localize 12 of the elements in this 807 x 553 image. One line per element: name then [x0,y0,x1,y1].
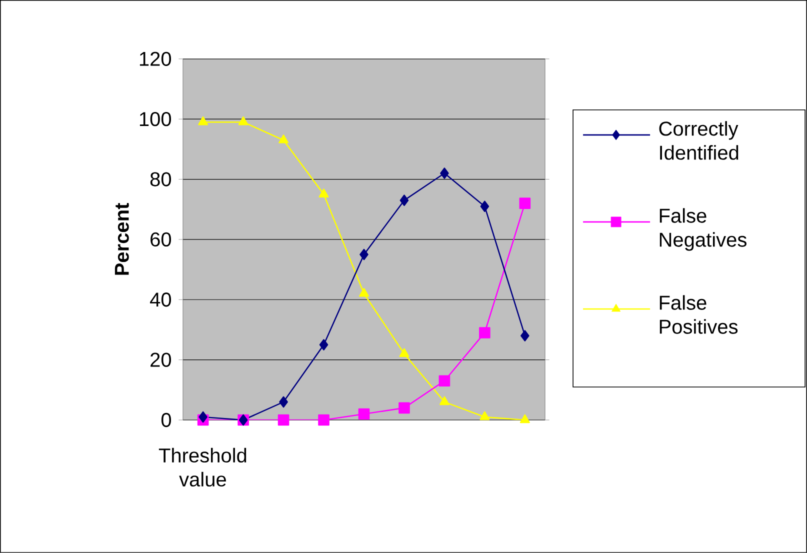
y-tick-label: 40 [150,292,172,307]
y-tick-label: 100 [140,112,172,126]
x-axis-title: Threshold value [158,448,246,487]
legend-label: False Positives [660,295,738,334]
y-tick-label: 20 [150,352,172,367]
legend-label: Correctly Identified [659,121,738,160]
y-axis-title: Percent [114,203,129,275]
y-tick-label: 60 [150,232,172,247]
y-tick-label: 0 [161,412,172,428]
y-tick-label: 120 [140,52,172,66]
legend-label: False Negatives [660,208,746,251]
y-tick-label: 80 [150,172,172,186]
